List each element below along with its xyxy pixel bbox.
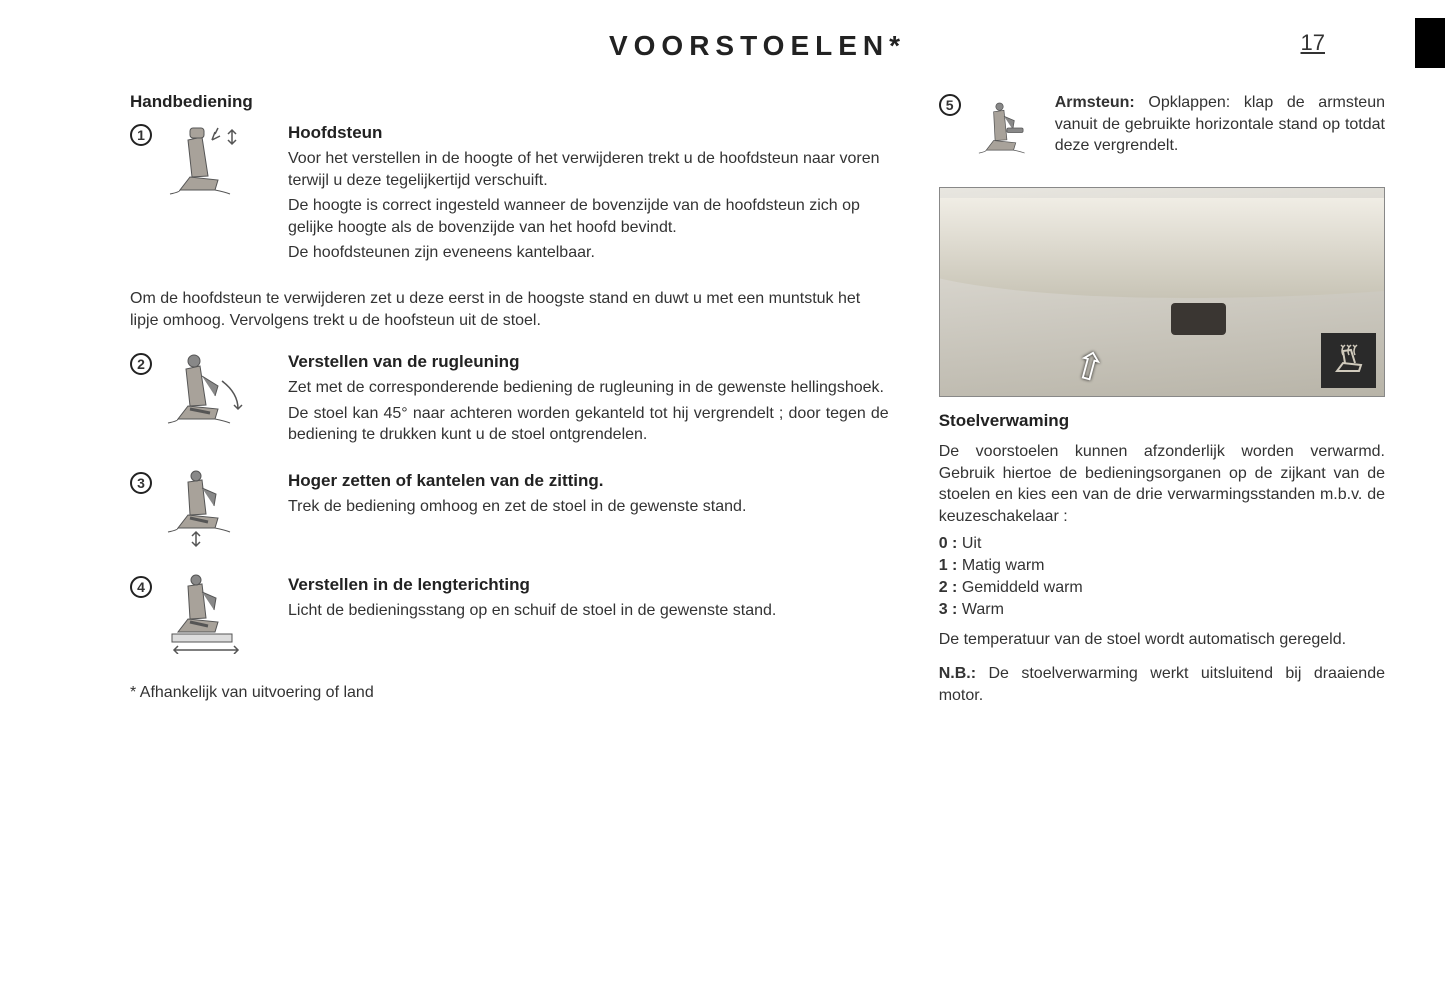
item-text: Verstellen in de lengterichting Licht de… (288, 574, 889, 622)
armrest-text: Armsteun: Opklappen: klap de armsteun va… (1055, 92, 1385, 157)
item-title: Verstellen van de rugleuning (288, 351, 889, 374)
level-label: Uit (962, 535, 982, 552)
level-label: Gemiddeld warm (962, 579, 1083, 596)
heating-intro: De voorstoelen kunnen afzonderlijk worde… (939, 441, 1385, 527)
level-label: Matig warm (962, 557, 1045, 574)
nb-label: N.B.: (939, 665, 976, 682)
item-zitting: 3 Hoger zetten of kantelen van de zittin… (130, 470, 889, 550)
item-paragraph: Zet met de corresponderende bediening de… (288, 377, 889, 399)
item-rugleuning: 2 Verstellen van de rugleuning Zet met d… (130, 351, 889, 446)
item-icon-block: 1 (130, 122, 270, 202)
photo-seat-curve (939, 198, 1385, 298)
item-paragraph: De hoofdsteunen zijn eveneens kantelbaar… (288, 242, 889, 264)
item-paragraph: Licht de bedieningsstang op en schuif de… (288, 600, 889, 622)
nb-text: De stoelverwarming werkt uitsluitend bij… (939, 665, 1385, 704)
item-icon-block: 4 (130, 574, 270, 654)
list-item: 3 : Warm (939, 601, 1385, 619)
level-code: 2 : (939, 579, 958, 596)
item-text: Hoger zetten of kantelen van de zitting.… (288, 470, 889, 518)
level-code: 0 : (939, 535, 958, 552)
level-code: 1 : (939, 557, 958, 574)
page-number: 17 (1301, 30, 1325, 56)
list-item: 1 : Matig warm (939, 557, 1385, 575)
level-label: Warm (962, 601, 1004, 618)
photo-control-button (1171, 303, 1226, 335)
list-item: 2 : Gemiddeld warm (939, 579, 1385, 597)
section-heading-handbediening: Handbediening (130, 92, 889, 112)
item-lengte: 4 Verstellen in de lengterichting Licht … (130, 574, 889, 654)
heated-seat-icon (1321, 333, 1376, 388)
item-number-5: 5 (939, 94, 961, 116)
item-icon-block: 2 (130, 351, 270, 431)
item-paragraph: De stoel kan 45° naar achteren worden ge… (288, 403, 889, 446)
item-paragraph: Trek de bediening omhoog en zet de stoel… (288, 496, 889, 518)
item-hoofdsteun: 1 Hoofdsteun Voor het verstellen in de h… (130, 122, 889, 264)
seat-headrest-icon (160, 122, 255, 202)
footnote: * Afhankelijk van uitvoering of land (130, 684, 889, 702)
seat-recline-icon (160, 351, 255, 431)
heating-levels-list: 0 : Uit 1 : Matig warm 2 : Gemiddeld war… (939, 535, 1385, 619)
removal-paragraph: Om de hoofdsteun te verwijderen zet u de… (130, 288, 889, 331)
item-title: Hoofdsteun (288, 122, 889, 145)
heating-nb: N.B.: De stoelverwarming werkt uitsluite… (939, 663, 1385, 706)
left-column: Handbediening 1 Hoofdsteun Voor het vers… (130, 92, 889, 706)
armrest-label: Armsteun: (1055, 94, 1135, 111)
item-icon-block: 3 (130, 470, 270, 550)
photo-arrow-icon: ⬀ (1064, 338, 1114, 393)
item-title: Verstellen in de lengterichting (288, 574, 889, 597)
content-columns: Handbediening 1 Hoofdsteun Voor het vers… (130, 92, 1385, 706)
seat-armrest-icon (973, 92, 1043, 167)
seat-slide-icon (160, 574, 255, 654)
item-number-2: 2 (130, 353, 152, 375)
item-text: Verstellen van de rugleuning Zet met de … (288, 351, 889, 446)
item-number-3: 3 (130, 472, 152, 494)
seat-heating-photo: ⬀ (939, 187, 1385, 397)
level-code: 3 : (939, 601, 958, 618)
seat-height-icon (160, 470, 255, 550)
item-armsteun: 5 Armsteun: Opklappen: klap de armsteun … (939, 92, 1385, 167)
item-title: Hoger zetten of kantelen van de zitting. (288, 470, 889, 493)
item-paragraph: Voor het verstellen in de hoogte of het … (288, 148, 889, 191)
list-item: 0 : Uit (939, 535, 1385, 553)
right-column: 5 Armsteun: Opklappen: klap de armsteun … (939, 92, 1385, 706)
heating-title: Stoelverwaming (939, 411, 1385, 431)
item-text: Hoofdsteun Voor het verstellen in de hoo… (288, 122, 889, 264)
item-paragraph: De hoogte is correct ingesteld wanneer d… (288, 195, 889, 238)
item-number-1: 1 (130, 124, 152, 146)
item-number-4: 4 (130, 576, 152, 598)
heating-auto: De temperatuur van de stoel wordt automa… (939, 629, 1385, 651)
page-title: VOORSTOELEN* (130, 30, 1385, 62)
page-edge-tab (1415, 18, 1445, 68)
